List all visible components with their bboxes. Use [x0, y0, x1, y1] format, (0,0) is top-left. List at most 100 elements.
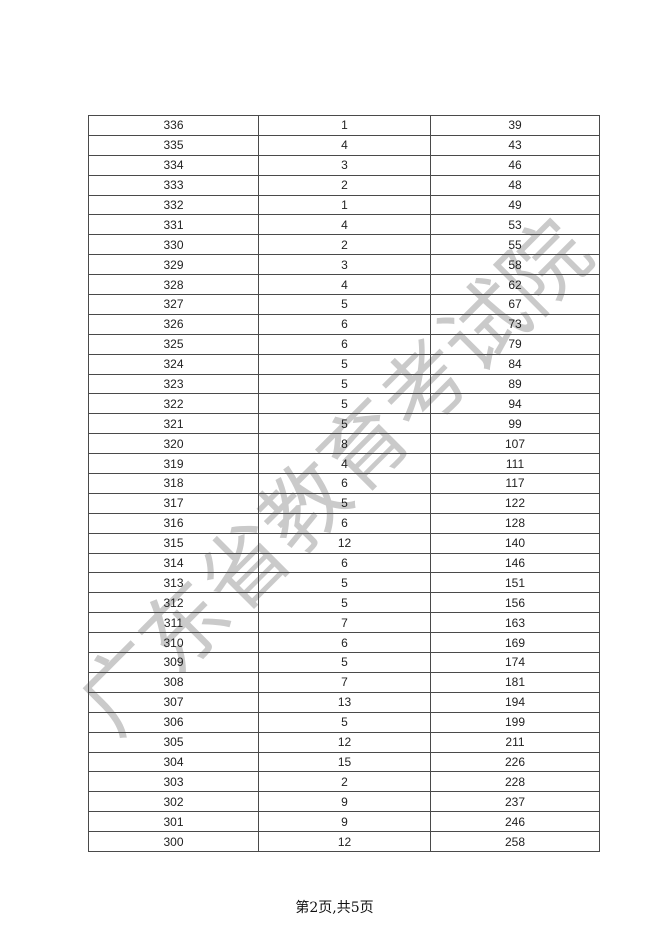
table-row: 319 4 111 — [88, 453, 600, 475]
table-row: 331 4 53 — [88, 214, 600, 236]
table-cell: 325 — [88, 333, 259, 355]
table-row: 335 4 43 — [88, 134, 600, 156]
table-cell: 9 — [258, 811, 431, 833]
table-cell: 5 — [258, 492, 431, 514]
table-cell: 318 — [88, 473, 259, 494]
table-cell: 4 — [258, 214, 431, 236]
table-row: 314 6 146 — [88, 552, 600, 574]
table-cell: 228 — [430, 771, 600, 793]
table-row: 327 5 67 — [88, 294, 600, 315]
table-cell: 321 — [88, 413, 259, 435]
table-row: 304 15 226 — [88, 751, 600, 773]
table-row: 300 12 258 — [88, 831, 600, 852]
table-row: 310 6 169 — [88, 632, 600, 654]
table-cell: 335 — [88, 134, 259, 156]
table-row: 317 5 122 — [88, 492, 600, 514]
table-row: 307 13 194 — [88, 691, 600, 713]
table-cell: 329 — [88, 254, 259, 276]
table-cell: 3 — [258, 254, 431, 276]
table-cell: 5 — [258, 652, 431, 673]
table-cell: 302 — [88, 791, 259, 813]
table-row: 332 1 49 — [88, 194, 600, 216]
table-cell: 8 — [258, 433, 431, 455]
table-cell: 334 — [88, 154, 259, 176]
table-row: 329 3 58 — [88, 254, 600, 276]
table-row: 322 5 94 — [88, 393, 600, 415]
table-cell: 324 — [88, 353, 259, 375]
table-row: 324 5 84 — [88, 353, 600, 375]
table-cell: 194 — [430, 691, 600, 713]
table-cell: 3 — [258, 154, 431, 176]
table-row: 336 1 39 — [88, 115, 600, 136]
table-cell: 317 — [88, 492, 259, 514]
table-row: 316 6 128 — [88, 512, 600, 534]
table-cell: 181 — [430, 671, 600, 693]
table-cell: 320 — [88, 433, 259, 455]
table-cell: 48 — [430, 174, 600, 196]
table-row: 308 7 181 — [88, 671, 600, 693]
table-cell: 12 — [258, 731, 431, 753]
table-cell: 328 — [88, 274, 259, 296]
table-row: 309 5 174 — [88, 652, 600, 673]
table-row: 303 2 228 — [88, 771, 600, 793]
table-cell: 322 — [88, 393, 259, 415]
table-cell: 12 — [258, 532, 431, 554]
table-cell: 94 — [430, 393, 600, 415]
table-cell: 163 — [430, 612, 600, 634]
table-cell: 330 — [88, 234, 259, 256]
table-cell: 313 — [88, 572, 259, 594]
table-row: 311 7 163 — [88, 612, 600, 634]
table-cell: 89 — [430, 373, 600, 395]
table-cell: 311 — [88, 612, 259, 634]
table-row: 315 12 140 — [88, 532, 600, 554]
table-cell: 99 — [430, 413, 600, 435]
table-cell: 58 — [430, 254, 600, 276]
table-cell: 226 — [430, 751, 600, 773]
table-cell: 84 — [430, 353, 600, 375]
table-row: 313 5 151 — [88, 572, 600, 594]
table-cell: 307 — [88, 691, 259, 713]
table-cell: 6 — [258, 313, 431, 335]
table-cell: 122 — [430, 492, 600, 514]
page-number-footer: 第2页,共5页 — [295, 900, 374, 916]
table-cell: 156 — [430, 592, 600, 614]
table-cell: 6 — [258, 333, 431, 355]
table-cell: 304 — [88, 751, 259, 773]
table-cell: 2 — [258, 771, 431, 793]
score-table-body: 336 1 39 335 4 43 334 3 46 333 2 48 332 1 49 331 4 53 330 2… — [88, 115, 600, 852]
table-cell: 43 — [430, 134, 600, 156]
score-distribution-table: 336 1 39 335 4 43 334 3 46 333 2 48 332 1 49 331 4 53 330 2… — [88, 115, 600, 852]
table-cell: 117 — [430, 473, 600, 494]
table-cell: 1 — [258, 194, 431, 216]
table-cell: 309 — [88, 652, 259, 673]
table-row: 305 12 211 — [88, 731, 600, 753]
table-cell: 5 — [258, 572, 431, 594]
table-cell: 67 — [430, 294, 600, 315]
table-cell: 306 — [88, 711, 259, 733]
table-cell: 314 — [88, 552, 259, 574]
table-row: 323 5 89 — [88, 373, 600, 395]
table-cell: 4 — [258, 453, 431, 475]
table-cell: 73 — [430, 313, 600, 335]
table-cell: 7 — [258, 612, 431, 634]
table-cell: 174 — [430, 652, 600, 673]
table-row: 301 9 246 — [88, 811, 600, 833]
table-row: 318 6 117 — [88, 473, 600, 494]
table-cell: 305 — [88, 731, 259, 753]
table-cell: 6 — [258, 473, 431, 494]
table-cell: 6 — [258, 512, 431, 534]
table-row: 333 2 48 — [88, 174, 600, 196]
table-cell: 53 — [430, 214, 600, 236]
table-cell: 308 — [88, 671, 259, 693]
table-cell: 5 — [258, 413, 431, 435]
table-cell: 258 — [430, 831, 600, 852]
table-cell: 6 — [258, 552, 431, 574]
table-cell: 333 — [88, 174, 259, 196]
table-row: 326 6 73 — [88, 313, 600, 335]
table-cell: 128 — [430, 512, 600, 534]
table-cell: 2 — [258, 234, 431, 256]
table-cell: 327 — [88, 294, 259, 315]
table-cell: 6 — [258, 632, 431, 654]
table-cell: 151 — [430, 572, 600, 594]
